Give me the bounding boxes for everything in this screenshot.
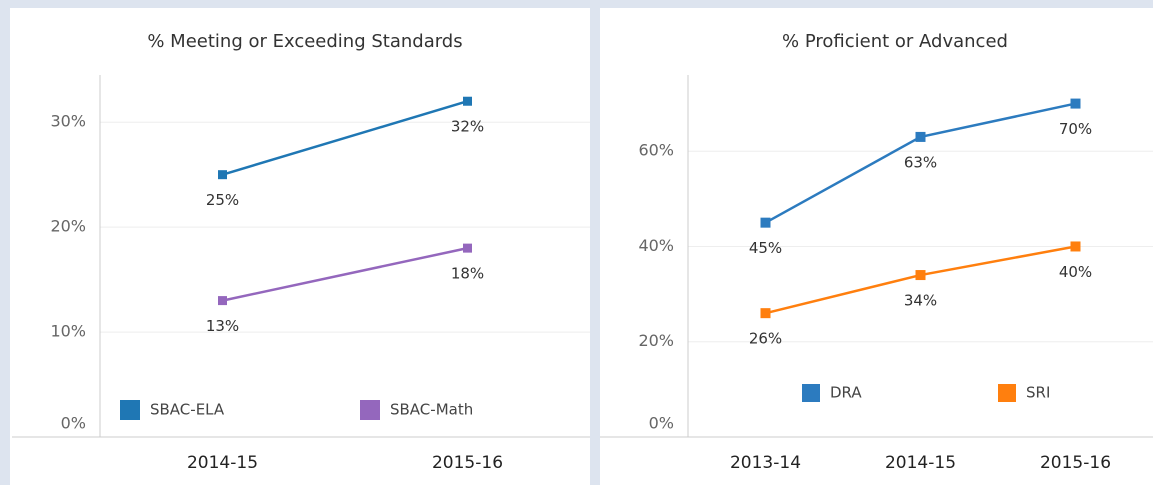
data-label: 63% <box>904 153 937 171</box>
marker <box>463 96 472 106</box>
y-tick-label: 10% <box>50 322 86 341</box>
y-tick-label: 20% <box>50 217 86 236</box>
y-tick-label: 30% <box>50 112 86 131</box>
legend-label: SBAC-ELA <box>150 401 225 419</box>
legend-label: SRI <box>1026 384 1050 402</box>
legend-label: SBAC-Math <box>390 401 473 419</box>
y-tick-label: 40% <box>638 236 674 255</box>
data-label: 70% <box>1059 120 1092 138</box>
series-line <box>222 246 468 302</box>
x-tick-label: 2015-16 <box>1040 453 1111 473</box>
data-label: 45% <box>749 239 782 257</box>
x-tick-label: 2015-16 <box>432 453 503 473</box>
panel <box>10 8 590 485</box>
data-label: 13% <box>206 317 239 335</box>
x-tick-label: 2013-14 <box>730 453 801 473</box>
chart-title: % Proficient or Advanced <box>782 31 1008 52</box>
legend-label: DRA <box>830 384 862 402</box>
data-label: 18% <box>451 265 484 283</box>
data-label: 26% <box>749 330 782 348</box>
x-tick-label: 2014-15 <box>885 453 956 473</box>
marker <box>1070 241 1081 252</box>
y-tick-label: 20% <box>638 331 674 350</box>
series-line <box>222 100 468 176</box>
data-label: 25% <box>206 191 239 209</box>
marker <box>760 308 771 319</box>
marker <box>218 296 227 306</box>
x-tick-label: 2014-15 <box>187 453 258 473</box>
legend-swatch <box>120 400 140 420</box>
y-tick-label: 0% <box>649 414 674 433</box>
marker <box>915 131 926 142</box>
marker <box>463 243 472 253</box>
legend-swatch <box>360 400 380 420</box>
data-label: 32% <box>451 118 484 136</box>
marker <box>915 270 926 281</box>
data-label: 40% <box>1059 263 1092 281</box>
marker <box>1070 98 1081 109</box>
y-tick-label: 0% <box>61 414 86 433</box>
chart-title: % Meeting or Exceeding Standards <box>147 31 462 52</box>
marker <box>760 217 771 228</box>
y-tick-label: 60% <box>638 141 674 160</box>
legend-swatch <box>802 384 820 402</box>
marker <box>218 170 227 180</box>
legend-swatch <box>998 384 1016 402</box>
data-label: 34% <box>904 292 937 310</box>
